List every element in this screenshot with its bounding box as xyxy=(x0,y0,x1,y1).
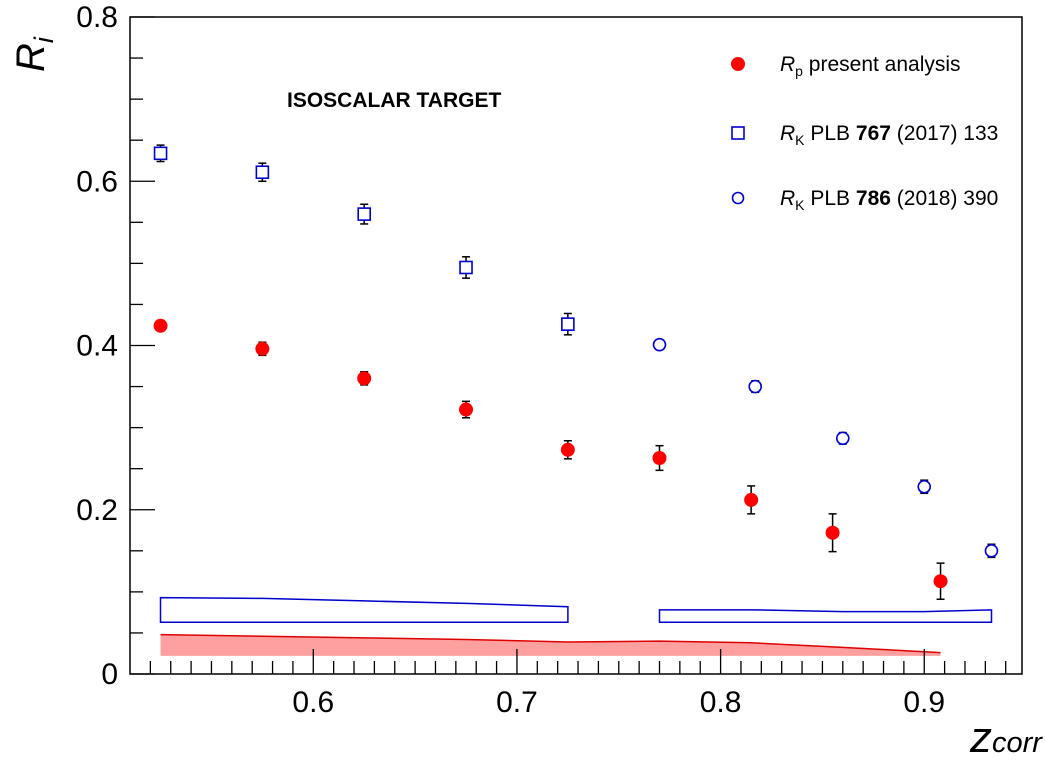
legend: Rp present analysis RK PLB 767 (2017) 133… xyxy=(731,53,998,213)
x-tick-label: 0.9 xyxy=(903,686,945,719)
x-tick-label: 0.7 xyxy=(496,686,538,719)
marker-open-circle xyxy=(748,379,763,394)
legend-entry-3: RK PLB 786 (2018) 390 xyxy=(731,187,998,213)
series-1-point xyxy=(933,562,948,601)
legend-marker xyxy=(731,57,745,71)
marker-open-square xyxy=(561,317,575,331)
series-2-point xyxy=(153,144,168,163)
marker-filled-circle xyxy=(560,442,575,457)
systematic-band-2 xyxy=(658,609,993,624)
marker-filled-circle xyxy=(744,492,759,507)
systematic-band-3 xyxy=(160,634,941,656)
marker-open-square xyxy=(255,165,270,180)
x-tick-label: 0.8 xyxy=(700,686,742,719)
series-3-point xyxy=(835,431,850,446)
series-1-point xyxy=(153,318,168,333)
x-axis-title: zcorr xyxy=(969,713,1043,762)
series-3-point xyxy=(748,379,763,394)
series-3-point xyxy=(917,479,932,495)
marker-open-square xyxy=(357,207,372,221)
tick-labels: 0.6 0.7 0.8 0.9 0 0.2 0.4 0.6 0.8 xyxy=(76,1,945,719)
marker-filled-circle xyxy=(933,574,948,589)
x-axis-symbol: z xyxy=(969,713,992,762)
marker-open-circle xyxy=(984,544,999,558)
series-3-point xyxy=(652,337,667,352)
y-tick-label: 0 xyxy=(101,658,118,691)
legend-label: RK PLB 767 (2017) 133 xyxy=(780,122,998,148)
marker-filled-circle xyxy=(825,525,840,540)
y-axis-subscript: i xyxy=(29,36,59,43)
marker-open-square xyxy=(459,260,473,275)
marker-filled-circle xyxy=(459,402,474,417)
legend-marker xyxy=(731,191,745,205)
legend-label: Rp present analysis xyxy=(780,53,961,79)
y-axis-symbol: R xyxy=(9,43,53,72)
axis-ticks xyxy=(130,16,1007,675)
series-2-point xyxy=(255,162,270,182)
marker-filled-circle xyxy=(652,451,667,466)
series-2-point xyxy=(459,256,473,279)
legend-marker xyxy=(731,126,745,140)
x-tick-label: 0.6 xyxy=(292,686,334,719)
y-tick-label: 0.4 xyxy=(76,330,118,363)
series-1-point xyxy=(652,444,667,472)
series-1-point xyxy=(825,513,840,553)
x-axis-subscript: corr xyxy=(992,727,1043,759)
y-axis-title: Ri xyxy=(9,36,59,72)
marker-open-circle xyxy=(652,337,667,352)
series-1-point xyxy=(560,440,575,460)
legend-label: RK PLB 786 (2018) 390 xyxy=(780,187,998,213)
marker-filled-circle xyxy=(357,371,372,386)
series-1-point xyxy=(459,400,474,419)
systematic-bands xyxy=(159,596,993,656)
series-2-point xyxy=(561,312,575,336)
legend-entry-2: RK PLB 767 (2017) 133 xyxy=(731,122,998,148)
marker-filled-circle xyxy=(153,318,168,333)
series-1-point xyxy=(357,371,372,386)
y-tick-label: 0.6 xyxy=(76,165,118,198)
marker-open-circle xyxy=(835,431,850,446)
marker-filled-circle xyxy=(255,341,270,356)
systematic-band-1 xyxy=(159,596,569,624)
annotation-isoscalar: ISOSCALAR TARGET xyxy=(287,89,501,112)
series-1-point xyxy=(255,341,270,357)
series-3-point xyxy=(984,543,999,559)
marker-open-square xyxy=(153,146,168,161)
legend-entry-1: Rp present analysis xyxy=(731,53,961,79)
systematic-band-3-edge xyxy=(160,633,941,654)
y-tick-label: 0.2 xyxy=(76,494,118,527)
y-tick-label: 0.8 xyxy=(76,1,118,34)
marker-open-circle xyxy=(917,479,932,494)
series-2-point xyxy=(357,203,372,225)
series-1-point xyxy=(744,485,759,515)
data-series xyxy=(153,144,999,601)
